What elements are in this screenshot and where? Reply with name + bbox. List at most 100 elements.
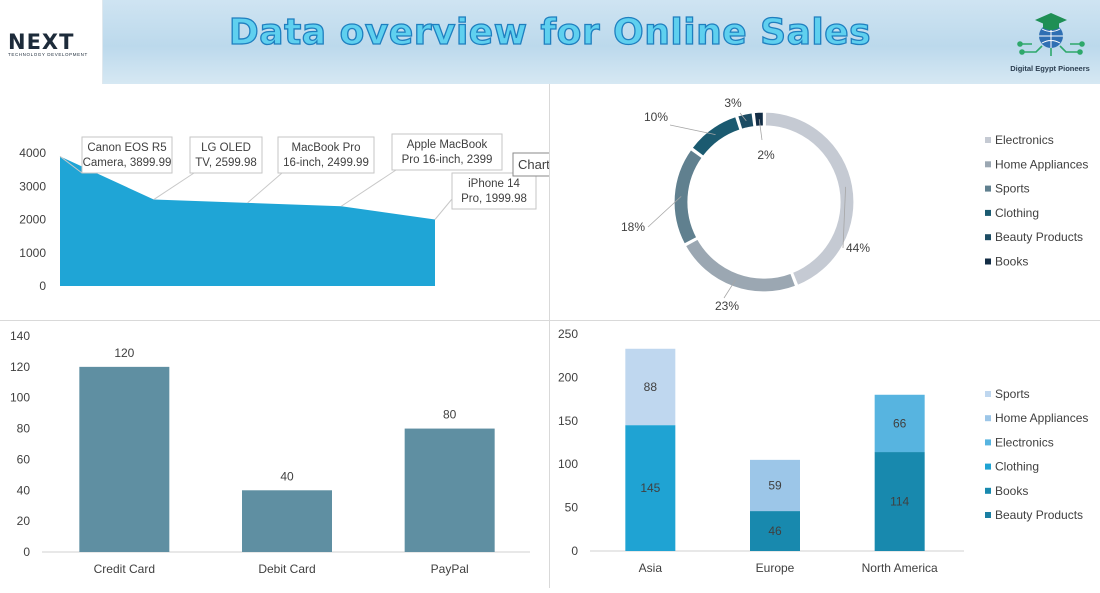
legend-label: Sports — [995, 182, 1030, 196]
data-label: MacBook Pro — [291, 142, 360, 154]
data-label-leader — [153, 172, 195, 200]
legend-label: Books — [995, 255, 1028, 269]
bar-value-label: 120 — [114, 346, 134, 360]
data-label-box — [391, 133, 503, 171]
stacked-bar-segment — [750, 511, 800, 551]
data-label-leader — [59, 155, 83, 174]
y-tick-label: 0 — [39, 279, 46, 293]
panel-divider-vertical — [549, 84, 550, 588]
legend-label: Sports — [995, 387, 1030, 401]
area-series — [60, 156, 435, 286]
y-tick-label: 140 — [10, 329, 30, 343]
legend-label: Clothing — [995, 460, 1039, 474]
data-label: Pro 16-inch, 2399 — [402, 154, 493, 166]
bar-value-label: 40 — [280, 469, 294, 483]
donut-chart-svg[interactable]: 44% 23% 18% 10% 3% 2% Electronics Home Applianc… — [550, 85, 1100, 320]
data-label: Pro, 1999.98 — [461, 193, 527, 205]
top-products-area-chart[interactable]: 0 1000 2000 3000 4000 Canon EOS R5 Camera, 389… — [0, 85, 592, 320]
y-tick-label: 3000 — [19, 179, 46, 193]
legend-swatch — [985, 161, 991, 168]
y-tick-label: 40 — [17, 483, 31, 497]
segment-value-label: 66 — [893, 416, 907, 430]
y-tick-label: 2000 — [19, 213, 46, 227]
legend-swatch — [985, 137, 991, 143]
data-label: LG OLED — [201, 142, 251, 154]
bar — [242, 490, 332, 552]
x-tick-label: North America — [862, 561, 938, 575]
x-tick-label: Debit Card — [258, 562, 315, 576]
data-label-leader — [434, 198, 453, 220]
donut-percent-label: 23% — [715, 299, 739, 313]
region-category-stacked-chart[interactable]: 0 50 100 150 200 250 145 88 Asia 46 59 Europe 114 66 N… — [550, 321, 1100, 588]
data-label-box — [277, 136, 375, 174]
legend-swatch — [985, 391, 991, 397]
y-tick-label: 200 — [558, 370, 578, 384]
panel-divider-horizontal — [0, 320, 1100, 321]
donut-slice — [684, 238, 797, 293]
y-tick-label: 4000 — [19, 146, 46, 160]
data-label: Apple MacBook — [407, 139, 488, 151]
donut-slice — [736, 112, 755, 131]
donut-percent-label: 18% — [621, 220, 645, 234]
donut-percent-label: 2% — [757, 148, 775, 162]
y-tick-label: 120 — [10, 360, 30, 374]
data-label-box — [81, 136, 173, 174]
chart-area-tooltip: Chart Area — [518, 157, 549, 172]
data-label: iPhone 14 — [468, 178, 520, 190]
legend-swatch — [985, 234, 991, 241]
data-label-box — [451, 172, 537, 210]
x-tick-label: Credit Card — [94, 562, 155, 576]
legend-label: Beauty Products — [995, 508, 1083, 522]
donut-leader — [647, 196, 682, 228]
legend-swatch — [985, 487, 991, 494]
data-label-leader — [340, 169, 397, 207]
stacked-chart-svg[interactable]: 0 50 100 150 200 250 145 88 Asia 46 59 Europe 114 66 N… — [550, 321, 1100, 588]
data-label: TV, 2599.98 — [195, 157, 257, 169]
stacked-bar-segment — [625, 348, 676, 426]
page-title: Data overview for Online Sales — [228, 11, 872, 53]
stacked-bar-segment — [750, 459, 800, 512]
y-tick-label: 60 — [17, 452, 31, 466]
y-tick-label: 150 — [558, 414, 578, 428]
x-tick-label: Asia — [639, 561, 663, 575]
legend-swatch — [985, 439, 991, 446]
bar — [404, 428, 495, 552]
segment-value-label: 88 — [644, 380, 658, 394]
data-label: Canon EOS R5 — [87, 142, 166, 154]
donut-leader — [842, 186, 847, 249]
y-tick-label: 0 — [23, 545, 30, 559]
bar-chart-svg[interactable]: 0 20 40 60 80 100 120 140 120 Credit Card 40 Debit … — [0, 321, 549, 588]
data-label: Camera, 3899.99 — [83, 157, 172, 169]
donut-leader — [739, 112, 747, 122]
stacked-bar-segment — [625, 425, 676, 551]
x-tick-label: PayPal — [431, 562, 469, 576]
donut-leader — [669, 124, 716, 135]
legend-label: Books — [995, 484, 1028, 498]
donut-percent-label: 10% — [644, 110, 668, 124]
donut-leader — [758, 119, 763, 141]
y-tick-label: 1000 — [19, 246, 46, 260]
donut-percent-label: 44% — [846, 241, 870, 255]
digital-egypt-pioneers-text: Digital Egypt Pioneers — [1010, 64, 1090, 73]
area-chart-svg[interactable]: 0 1000 2000 3000 4000 Canon EOS R5 Camera, 389… — [0, 85, 592, 320]
segment-value-label: 46 — [768, 524, 782, 538]
payment-method-bar-chart[interactable]: 0 20 40 60 80 100 120 140 120 Credit Card 40 Debit … — [0, 321, 549, 588]
x-tick-label: Europe — [756, 561, 795, 575]
donut-slice — [673, 148, 704, 245]
next-logo-text: NEXT — [8, 30, 75, 54]
graduation-cap-network-icon — [1017, 13, 1085, 56]
stacked-bar-segment — [874, 394, 925, 453]
data-label-leader — [247, 172, 283, 204]
legend-label: Beauty Products — [995, 230, 1083, 244]
legend-swatch — [985, 463, 991, 470]
category-share-donut-chart[interactable]: 44% 23% 18% 10% 3% 2% Electronics Home Applianc… — [550, 85, 1100, 320]
donut-percent-label: 3% — [724, 96, 742, 110]
next-logo-subtext: TECHNOLOGY DEVELOPMENT — [8, 52, 88, 57]
legend-swatch — [985, 209, 991, 216]
segment-value-label: 145 — [640, 481, 660, 495]
y-tick-label: 100 — [10, 391, 30, 405]
legend-label: Electronics — [995, 133, 1054, 147]
next-logo: NEXT TECHNOLOGY DEVELOPMENT — [0, 0, 103, 84]
dashboard-header — [0, 0, 1100, 84]
y-tick-label: 80 — [17, 422, 31, 436]
